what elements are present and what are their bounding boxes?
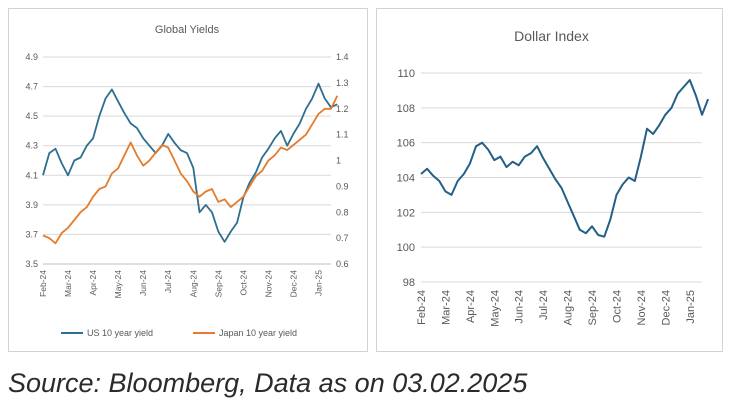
y-left-tick-label: 4.1 [25, 170, 38, 180]
legend-label-us: US 10 year yield [87, 328, 153, 338]
y-right-tick-label: 1 [336, 156, 341, 166]
y-tick-label: 106 [397, 138, 415, 150]
global-yields-chart: Global Yields 3.5 3.7 3.9 4.1 4.3 4.5 4.7 4.9 0.6… [25, 24, 349, 338]
x-tick-label: Jun-24 [138, 270, 148, 296]
x-tick-label: Jun-24 [514, 290, 526, 324]
y-left-tick-label: 4.9 [25, 52, 38, 62]
x-tick-label: Jan-25 [313, 270, 323, 296]
y-left-tick-label: 3.7 [25, 229, 38, 239]
x-tick-label: Sep-24 [587, 290, 599, 325]
global-yields-panel: Global Yields 3.5 3.7 3.9 4.1 4.3 4.5 4.7 4.9 0.6… [8, 8, 368, 352]
x-tick-label: Jul-24 [163, 270, 173, 293]
y-right-tick-label: 0.7 [336, 233, 349, 243]
x-tick-label: Oct-24 [238, 270, 248, 296]
x-tick-label: Mar-24 [440, 290, 452, 325]
x-tick-label: Feb-24 [416, 290, 428, 325]
series-line-dollar-index [420, 79, 710, 238]
x-tick-label: Aug-24 [188, 270, 198, 298]
x-tick-label: Sep-24 [213, 270, 223, 298]
x-tick-label: May-24 [113, 270, 123, 299]
y-right-tick-label: 1.4 [336, 52, 349, 62]
series-line-us-10y [42, 82, 338, 243]
y-tick-label: 102 [397, 207, 415, 219]
dollar-index-chart: Dollar Index 98 100 102 104 106 108 110 Feb-24 Ma… [397, 28, 710, 327]
y-right-tick-label: 1.1 [336, 130, 349, 140]
x-tick-label: Apr-24 [465, 290, 477, 323]
x-tick-label: Dec-24 [660, 290, 672, 325]
y-left-tick-label: 4.3 [25, 141, 38, 151]
y-left-tick-label: 4.7 [25, 82, 38, 92]
y-tick-label: 108 [397, 103, 415, 115]
x-tick-label: Oct-24 [611, 290, 623, 323]
y-left-tick-label: 4.5 [25, 111, 38, 121]
series-line-japan-10y [42, 95, 339, 245]
y-right-tick-label: 0.9 [336, 181, 349, 191]
y-left-tick-label: 3.5 [25, 259, 38, 269]
x-tick-label: Mar-24 [63, 270, 73, 297]
y-tick-label: 100 [397, 242, 415, 254]
x-tick-label: Aug-24 [563, 290, 575, 325]
y-tick-label: 110 [397, 68, 415, 80]
dollar-index-panel: Dollar Index 98 100 102 104 106 108 110 Feb-24 Ma… [376, 8, 723, 352]
y-right-tick-label: 0.6 [336, 259, 349, 269]
legend-label-japan: Japan 10 year yield [219, 328, 297, 338]
x-tick-label: Dec-24 [288, 270, 298, 298]
source-caption: Source: Bloomberg, Data as on 03.02.2025 [8, 368, 528, 398]
x-tick-label: Jul-24 [538, 290, 550, 320]
y-right-tick-label: 1.3 [336, 78, 349, 88]
x-tick-label: Jan-25 [685, 290, 697, 324]
x-tick-label: Nov-24 [263, 270, 273, 298]
y-right-tick-label: 1.2 [336, 104, 349, 114]
x-tick-label: Apr-24 [88, 270, 98, 296]
y-tick-label: 98 [403, 277, 415, 289]
x-tick-label: Nov-24 [636, 290, 648, 325]
x-tick-label: Feb-24 [38, 270, 48, 297]
y-tick-label: 104 [397, 173, 415, 185]
y-left-tick-label: 3.9 [25, 200, 38, 210]
chart-title-dollar-index: Dollar Index [514, 28, 589, 44]
y-right-tick-label: 0.8 [336, 207, 349, 217]
chart-title-global-yields: Global Yields [155, 24, 220, 36]
x-tick-label: May-24 [489, 290, 501, 327]
